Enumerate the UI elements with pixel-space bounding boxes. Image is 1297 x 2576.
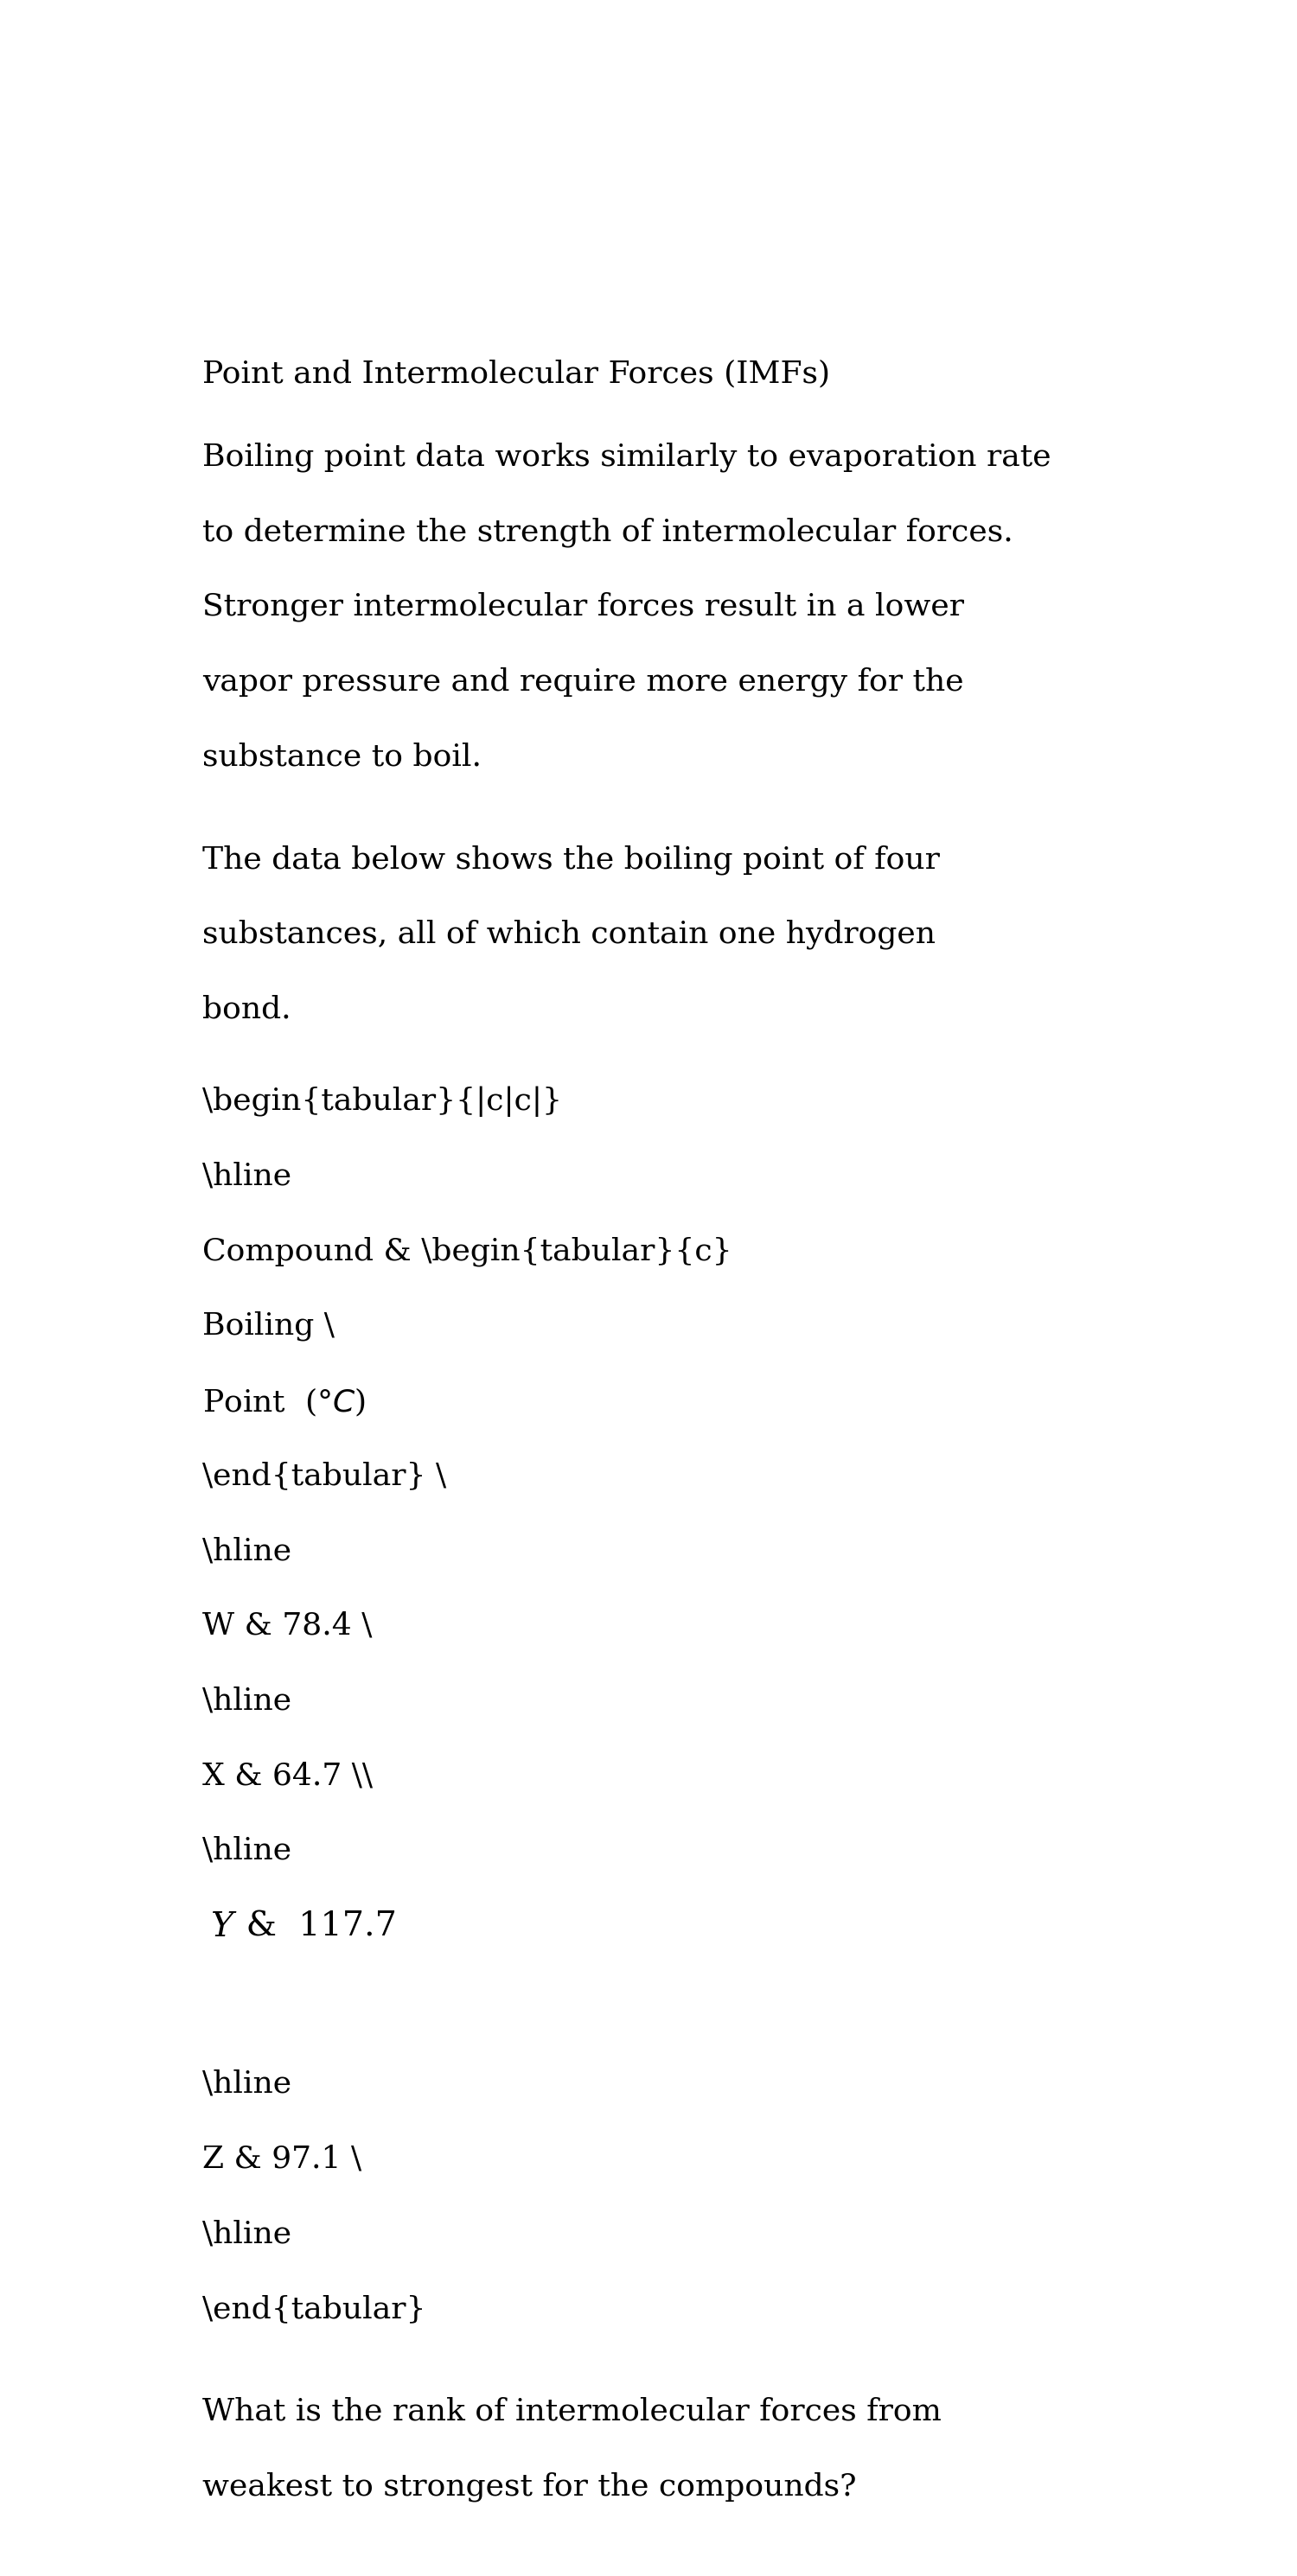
Text: \hline: \hline (202, 2221, 292, 2249)
Text: What is the rank of intermolecular forces from: What is the rank of intermolecular force… (202, 2398, 942, 2427)
Text: Boiling point data works similarly to evaporation rate: Boiling point data works similarly to ev… (202, 443, 1051, 471)
Text: \hline: \hline (202, 1535, 292, 1566)
Text: \hline: \hline (202, 2069, 292, 2099)
Text: vapor pressure and require more energy for the: vapor pressure and require more energy f… (202, 667, 964, 696)
Text: Compound & \begin{tabular}{c}: Compound & \begin{tabular}{c} (202, 1236, 732, 1265)
Text: X & 64.7 \\: X & 64.7 \\ (202, 1762, 372, 1790)
Text: \begin{tabular}{|c|c|}: \begin{tabular}{|c|c|} (202, 1087, 562, 1118)
Text: bond.: bond. (202, 994, 291, 1025)
Text: W & 78.4 \: W & 78.4 \ (202, 1610, 372, 1641)
Text: substances, all of which contain one hydrogen: substances, all of which contain one hyd… (202, 920, 935, 951)
Text: \end{tabular} \: \end{tabular} \ (202, 1461, 446, 1492)
Text: \end{tabular}: \end{tabular} (202, 2295, 425, 2324)
Text: \hline: \hline (202, 1837, 292, 1865)
Text: Point  (°$C$): Point (°$C$) (202, 1386, 366, 1419)
Text: weakest to strongest for the compounds?: weakest to strongest for the compounds? (202, 2473, 856, 2501)
Text: Z & 97.1 \: Z & 97.1 \ (202, 2143, 362, 2174)
Text: &  117.7: & 117.7 (236, 1911, 397, 1942)
Text: substance to boil.: substance to boil. (202, 742, 481, 770)
Text: to determine the strength of intermolecular forces.: to determine the strength of intermolecu… (202, 518, 1013, 546)
Text: Y: Y (210, 1911, 233, 1942)
Text: Point and Intermolecular Forces (IMFs): Point and Intermolecular Forces (IMFs) (202, 358, 830, 389)
Text: Boiling \: Boiling \ (202, 1311, 335, 1342)
Text: \hline: \hline (202, 1687, 292, 1716)
Text: Stronger intermolecular forces result in a lower: Stronger intermolecular forces result in… (202, 592, 964, 621)
Text: \hline: \hline (202, 1162, 292, 1190)
Text: The data below shows the boiling point of four: The data below shows the boiling point o… (202, 845, 940, 873)
